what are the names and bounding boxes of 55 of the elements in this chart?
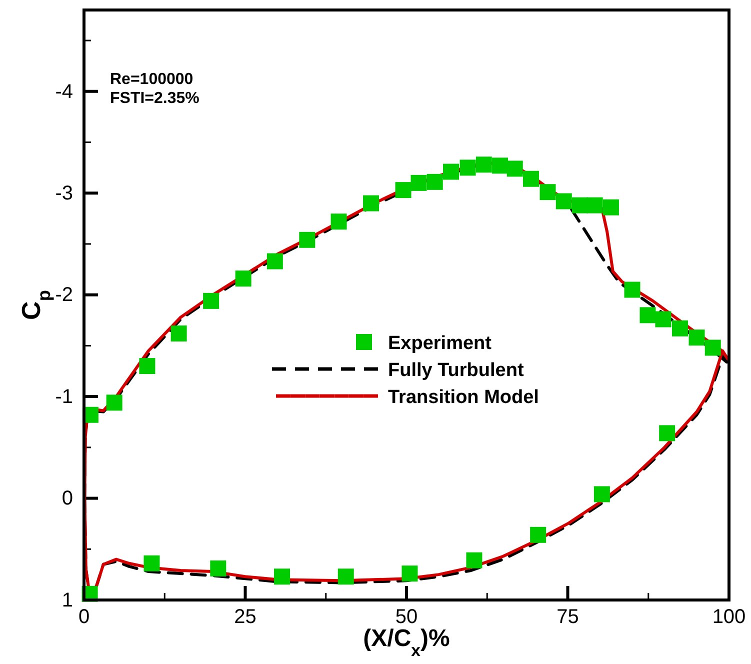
y-tick-label: 1 <box>62 589 73 612</box>
point <box>586 197 603 214</box>
point <box>506 160 523 177</box>
point <box>688 330 705 346</box>
annotation: Re=100000 <box>110 71 194 88</box>
point <box>672 320 688 336</box>
point <box>106 394 122 411</box>
y-tick-label: 0 <box>62 488 73 510</box>
y-tick-label: -2 <box>55 284 73 306</box>
point <box>640 307 656 324</box>
point <box>210 560 226 576</box>
point <box>410 174 427 191</box>
point <box>594 486 610 502</box>
point <box>299 232 316 248</box>
point <box>144 555 160 572</box>
point <box>266 253 283 270</box>
legend-label: Transition Model <box>388 387 539 408</box>
y-tick-label: -3 <box>55 182 73 205</box>
point <box>139 358 156 374</box>
point <box>460 160 476 176</box>
point <box>338 568 354 585</box>
point <box>704 340 721 356</box>
x-tick-label: 25 <box>234 606 256 628</box>
point <box>274 568 290 585</box>
point <box>476 156 492 173</box>
point <box>443 164 460 180</box>
point <box>655 311 672 328</box>
point <box>170 325 187 342</box>
x-axis-title: (X/C$_{x}$)% <box>363 625 450 660</box>
point <box>363 195 380 212</box>
y-tick-label: -4 <box>55 80 73 103</box>
point <box>466 552 482 568</box>
point <box>426 174 443 190</box>
point <box>659 425 676 442</box>
legend-label: Experiment <box>388 333 492 354</box>
point <box>572 197 588 214</box>
point <box>402 566 418 582</box>
point <box>522 170 539 187</box>
point <box>530 526 546 543</box>
point <box>203 292 220 309</box>
x-tick-label: 50 <box>395 606 418 628</box>
point <box>540 184 556 200</box>
y-tick-label: -1 <box>55 386 73 408</box>
x-tick-label: 100 <box>712 606 746 628</box>
point <box>602 199 619 216</box>
point <box>556 193 572 210</box>
point <box>395 182 412 198</box>
point <box>624 282 640 298</box>
point <box>492 158 508 174</box>
annotation: FSTI=2.35% <box>110 90 200 107</box>
x-tick-label: 75 <box>556 606 579 628</box>
legend-label: Fully Turbulent <box>388 360 524 381</box>
x-tick-label: 0 <box>78 606 90 628</box>
point <box>235 270 252 287</box>
point <box>330 214 347 230</box>
